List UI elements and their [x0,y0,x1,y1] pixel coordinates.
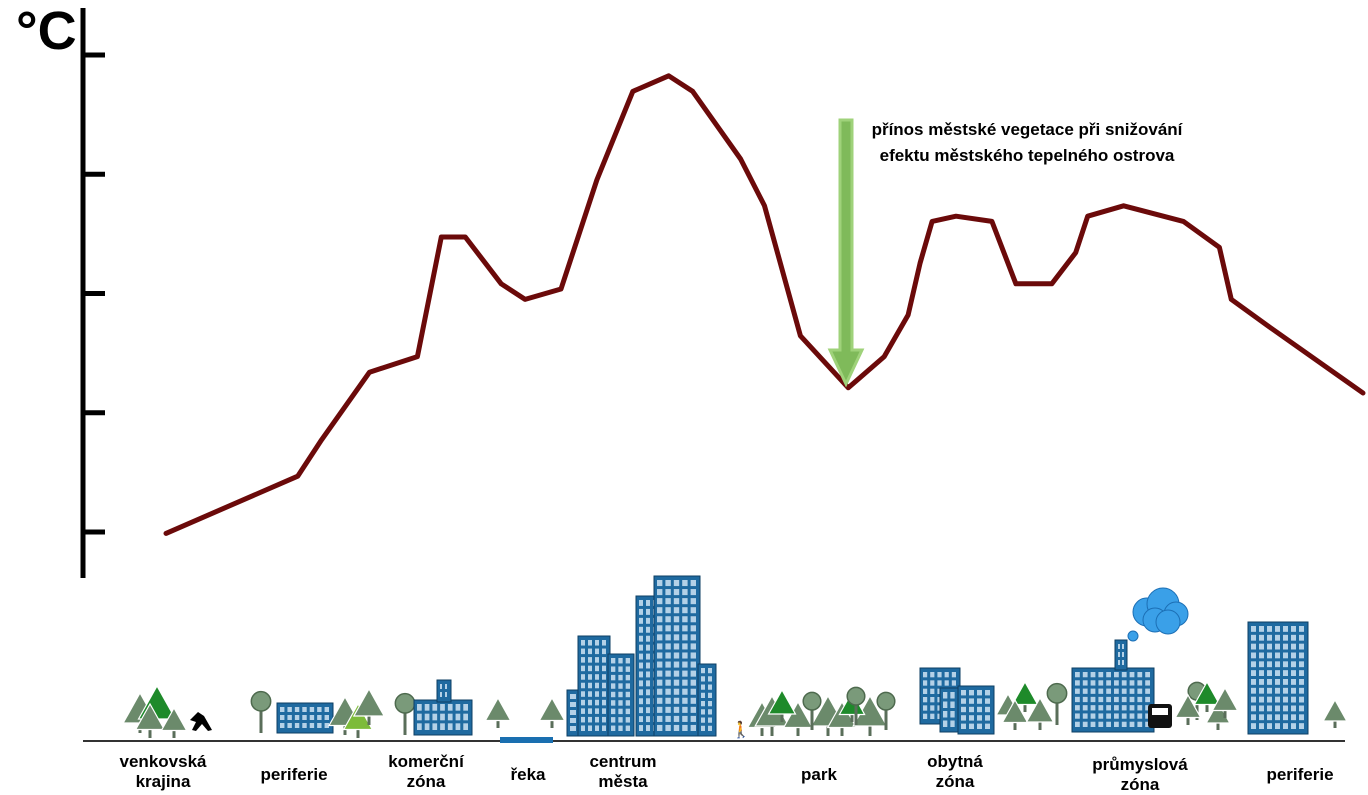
industrial-plant-icon [1071,667,1155,733]
round-tree-icon [250,690,272,733]
conifer-tree-icon [134,702,166,738]
conifer-tree-icon [342,702,374,738]
apartment-block-icon [957,685,995,735]
zone-label-park: park [801,765,837,784]
temperature-curve-layer [163,73,1366,536]
zone-label-river: řeka [510,765,546,784]
conifer-tree-icon [767,688,797,722]
conifer-tree-icon [160,706,188,738]
conifer-tree-icon [1174,693,1202,725]
zone-label-commercial: komerční zóna [388,752,464,791]
skyscraper-icon [653,575,701,737]
zone-label-residential: obytná zóna [927,752,983,791]
vegetation-benefit-annotation: přínos městské vegetace při snižování ef… [871,120,1183,165]
round-tree-icon [846,686,866,725]
conifer-tree-icon [538,696,566,728]
skyscraper-icon [577,635,611,737]
zone-label-industrial: průmyslová zóna [1092,755,1188,794]
conifer-tree-icon [782,700,814,736]
vegetation-arrow-layer [827,118,865,388]
pedestrian-icon: 🚶 [731,720,751,739]
zone-label-countryside: venkovská krajina [119,752,207,791]
y-axis-unit-label: °C [16,1,77,61]
zone-label-downtown: centrum města [589,752,657,791]
river-icon [500,737,553,743]
zone-label-suburbs-left: periferie [260,765,328,784]
round-tree-icon [876,691,896,730]
conifer-tree-icon [1211,686,1239,718]
landscape-scene: 🚶 [83,575,1348,743]
truck-icon [1148,704,1172,728]
skyscraper-icon [697,663,717,737]
tower-block-icon [1247,621,1309,735]
conifer-tree-icon [1025,696,1055,730]
round-tree-icon [1046,682,1068,725]
zone-label-suburbs-right: periferie [1266,765,1334,784]
factory-tower-icon [436,679,452,703]
house-icon [276,702,334,734]
conifer-tree-icon [1001,698,1029,730]
chimney-icon [1114,639,1128,671]
round-tree-icon [394,692,416,735]
smog-cloud-icon [1127,587,1189,642]
factory-building-icon [413,699,473,736]
conifer-tree-icon [1322,698,1348,728]
deer-icon [190,712,212,731]
temperature-curve [163,73,1366,536]
conifer-tree-icon [352,687,386,725]
skyscraper-icon [607,653,635,737]
conifer-tree-icon [484,696,512,728]
conifer-tree-icon [1193,680,1221,712]
y-axis [80,8,105,578]
round-tree-icon [802,691,822,730]
vegetation-arrow [827,118,865,388]
conifer-tree-icon [1011,680,1039,712]
